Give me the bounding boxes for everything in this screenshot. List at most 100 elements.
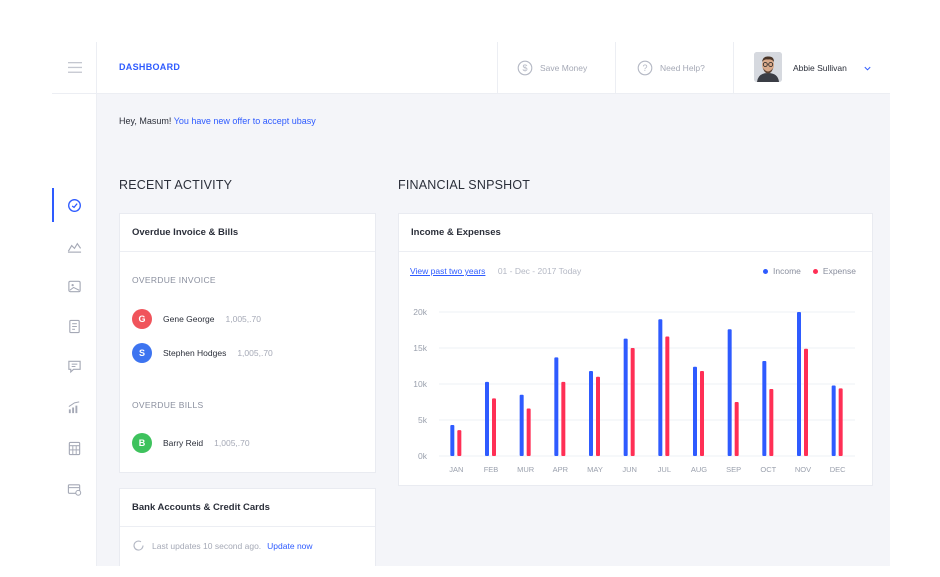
x-tick-label: JUL — [658, 465, 671, 474]
sidebar-item-calculator[interactable] — [52, 431, 97, 465]
income-bar — [450, 425, 455, 456]
x-tick-label: JAN — [449, 465, 463, 474]
x-tick-label: MUR — [517, 465, 535, 474]
need-help-button[interactable]: ? Need Help? — [637, 59, 705, 77]
income-bar — [554, 357, 559, 456]
chart-toolbar: View past two years 01 - Dec - 2017 Toda… — [410, 266, 860, 276]
expense-bar — [492, 398, 496, 456]
date-range: 01 - Dec - 2017 Today — [497, 266, 582, 276]
hamburger-icon — [67, 62, 82, 73]
overdue-invoice-label: OVERDUE INVOICE — [132, 275, 216, 285]
expense-bar — [561, 381, 566, 456]
y-tick-label: 10k — [413, 379, 427, 389]
user-photo — [754, 52, 782, 82]
x-tick-label: JUN — [622, 465, 637, 474]
legend-expense-label: Expense — [822, 266, 856, 276]
expense-bar — [596, 376, 600, 456]
svg-text:$: $ — [522, 63, 527, 73]
greeting-text: Hey, Masum! — [119, 116, 172, 126]
overdue-bills-label: OVERDUE BILLS — [132, 400, 204, 410]
initial-badge: S — [132, 343, 152, 363]
page-title: DASHBOARD — [119, 62, 181, 72]
income-bar — [693, 366, 697, 456]
sidebar-item-gallery[interactable] — [52, 269, 97, 303]
income-bar — [797, 312, 801, 456]
dollar-icon: $ — [517, 60, 533, 76]
income-bar — [762, 360, 767, 456]
list-item[interactable]: G Gene George 1,005,.70 — [132, 308, 261, 330]
sidebar-item-analytics[interactable] — [52, 229, 97, 263]
x-tick-label: FEB — [484, 465, 499, 474]
overdue-card-title: Overdue Invoice & Bills — [120, 214, 375, 252]
y-tick-label: 0k — [418, 451, 428, 461]
view-past-two-years-link[interactable]: View past two years — [410, 266, 486, 276]
income-bar — [485, 381, 489, 456]
sidebar-item-invoices[interactable] — [52, 309, 97, 343]
offer-link[interactable]: You have new offer to accept ubasy — [173, 116, 316, 126]
bank-card-title: Bank Accounts & Credit Cards — [120, 489, 375, 527]
sidebar-item-wallet[interactable] — [52, 472, 97, 506]
chat-icon — [68, 360, 81, 373]
invoice-icon — [69, 319, 80, 333]
y-tick-label: 5k — [418, 415, 428, 425]
income-card-title: Income & Expenses — [399, 214, 872, 252]
income-expenses-card: Income & Expenses View past two years 01… — [398, 213, 873, 486]
income-bar — [658, 319, 663, 456]
save-money-label: Save Money — [540, 63, 588, 73]
top-header: DASHBOARD $ Save Money ? Need Help? — [97, 42, 890, 94]
x-tick-label: NOV — [795, 465, 811, 474]
bar-growth-icon — [68, 400, 80, 413]
menu-button[interactable] — [52, 42, 97, 94]
income-bar — [623, 338, 628, 456]
expense-bar — [665, 336, 670, 456]
save-money-button[interactable]: $ Save Money — [517, 59, 587, 77]
x-tick-label: SEP — [726, 465, 741, 474]
x-tick-label: OCT — [760, 465, 776, 474]
initial-badge: B — [132, 433, 152, 453]
area-chart-icon — [67, 242, 82, 253]
legend-income: Income — [763, 266, 801, 276]
initial-badge: G — [132, 309, 152, 329]
expense-bar — [769, 389, 774, 456]
need-help-label: Need Help? — [660, 63, 705, 73]
bank-accounts-card: Bank Accounts & Credit Cards Last update… — [119, 488, 376, 566]
refresh-icon — [133, 540, 144, 551]
x-tick-label: MAY — [587, 465, 603, 474]
expense-bar — [457, 430, 462, 456]
expense-bar — [526, 408, 531, 456]
image-icon — [68, 280, 81, 292]
list-item[interactable]: B Barry Reid 1,005,.70 — [132, 432, 250, 454]
income-expenses-chart: 0k 5k 10k 15k 20k JAN FEB MUR APR MAY JUN JUL AUG SEP… — [413, 307, 855, 474]
expense-bar — [804, 348, 808, 456]
income-bar — [589, 371, 593, 456]
income-bar — [519, 394, 524, 456]
header-divider — [615, 42, 616, 94]
avatar[interactable] — [754, 52, 782, 82]
x-tick-label: DEC — [830, 465, 846, 474]
overdue-card: Overdue Invoice & Bills OVERDUE INVOICE … — [119, 213, 376, 473]
update-now-link[interactable]: Update now — [267, 540, 313, 551]
sidebar-item-reports[interactable] — [52, 390, 97, 424]
list-item[interactable]: S Stephen Hodges 1,005,.70 — [132, 342, 273, 364]
chart-legend: Income Expense — [763, 266, 856, 276]
calculator-icon — [68, 441, 81, 455]
chevron-down-icon[interactable] — [863, 64, 872, 73]
x-tick-label: AUG — [691, 465, 707, 474]
svg-text:?: ? — [642, 63, 647, 73]
person-name: Barry Reid — [163, 438, 204, 448]
person-name: Gene George — [163, 314, 215, 324]
x-tick-label: APR — [553, 465, 569, 474]
sidebar-item-dashboard[interactable] — [52, 188, 97, 222]
expense-bar — [700, 371, 704, 456]
sidebar-item-messages[interactable] — [52, 349, 97, 383]
legend-income-label: Income — [773, 266, 801, 276]
expense-bar — [630, 348, 635, 456]
amount: 1,005,.70 — [225, 314, 261, 324]
sync-status-text: Last updates 10 second ago. — [152, 540, 262, 551]
amount: 1,005,.70 — [214, 438, 250, 448]
expense-bar — [838, 388, 843, 456]
y-tick-label: 15k — [413, 343, 427, 353]
financial-snapshot-title: FINANCIAL SNPSHOT — [398, 178, 531, 192]
user-name[interactable]: Abbie Sullivan — [793, 63, 847, 73]
amount: 1,005,.70 — [237, 348, 273, 358]
